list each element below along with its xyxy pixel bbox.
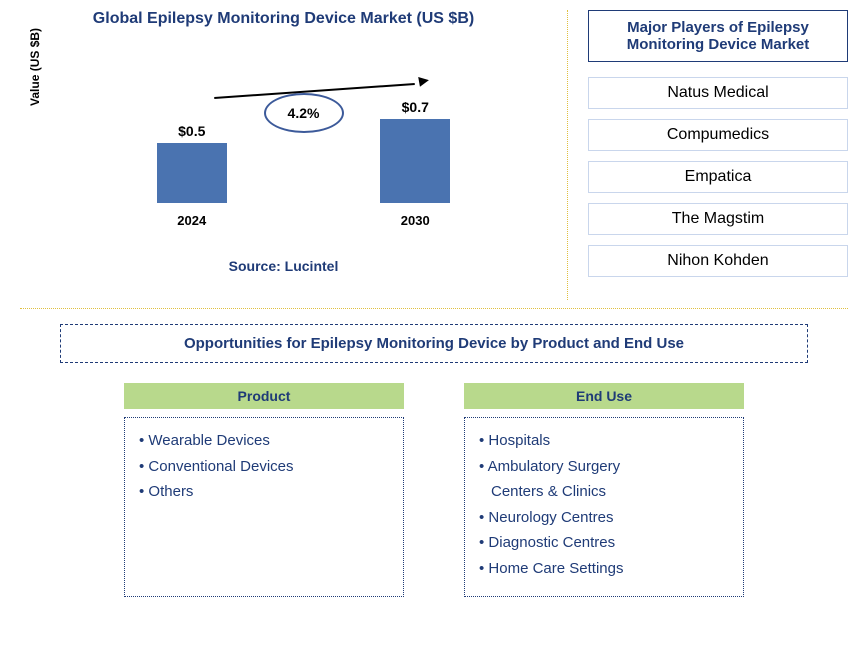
bar	[157, 143, 227, 203]
opportunity-item: Others	[139, 479, 389, 505]
players-list: Natus Medical Compumedics Empatica The Mags…	[588, 77, 848, 277]
player-item: Nihon Kohden	[588, 245, 848, 277]
bar-value-label: $0.5	[178, 123, 205, 139]
opportunity-column: Product Wearable DevicesConventional Devi…	[124, 383, 404, 597]
player-item: Empatica	[588, 161, 848, 193]
x-axis-labels: 2024 2030	[80, 213, 527, 228]
player-item: Compumedics	[588, 119, 848, 151]
player-item: Natus Medical	[588, 77, 848, 109]
horizontal-divider	[20, 308, 848, 309]
bar-group: $0.7	[355, 99, 475, 203]
opportunity-box: HospitalsAmbulatory SurgeryCenters & Cli…	[464, 417, 744, 597]
top-section: Global Epilepsy Monitoring Device Market…	[20, 10, 848, 300]
opportunity-item: Wearable Devices	[139, 428, 389, 454]
opportunity-column-header: End Use	[464, 383, 744, 409]
growth-rate-bubble: 4.2%	[264, 93, 344, 133]
opportunity-box: Wearable DevicesConventional DevicesOthe…	[124, 417, 404, 597]
opportunity-item: Conventional Devices	[139, 454, 389, 480]
bar	[380, 119, 450, 203]
x-axis-label: 2024	[132, 213, 252, 228]
bar-group: $0.5	[132, 123, 252, 203]
opportunity-item-cont: Centers & Clinics	[479, 479, 729, 505]
source-label: Source: Lucintel	[20, 258, 547, 274]
growth-arrow-head	[418, 75, 430, 87]
opportunity-item: Hospitals	[479, 428, 729, 454]
opportunities-columns: Product Wearable DevicesConventional Devi…	[20, 383, 848, 597]
x-axis-label: 2030	[355, 213, 475, 228]
bar-value-label: $0.7	[402, 99, 429, 115]
opportunity-item: Neurology Centres	[479, 505, 729, 531]
opportunity-column: End Use HospitalsAmbulatory SurgeryCenter…	[464, 383, 744, 597]
opportunity-column-header: Product	[124, 383, 404, 409]
players-title: Major Players of Epilepsy Monitoring Dev…	[588, 10, 848, 62]
players-panel: Major Players of Epilepsy Monitoring Dev…	[568, 10, 848, 300]
y-axis-label: Value (US $B)	[28, 28, 42, 106]
chart-title: Global Epilepsy Monitoring Device Market…	[20, 10, 547, 28]
chart-body: Value (US $B) 4.2% $0.5$0.7 20242030	[80, 48, 527, 228]
opportunity-item: Diagnostic Centres	[479, 530, 729, 556]
opportunity-item: Ambulatory Surgery	[479, 454, 729, 480]
chart-area: Global Epilepsy Monitoring Device Market…	[20, 10, 568, 300]
opportunities-title: Opportunities for Epilepsy Monitoring De…	[60, 324, 808, 363]
opportunity-item: Home Care Settings	[479, 556, 729, 582]
player-item: The Magstim	[588, 203, 848, 235]
